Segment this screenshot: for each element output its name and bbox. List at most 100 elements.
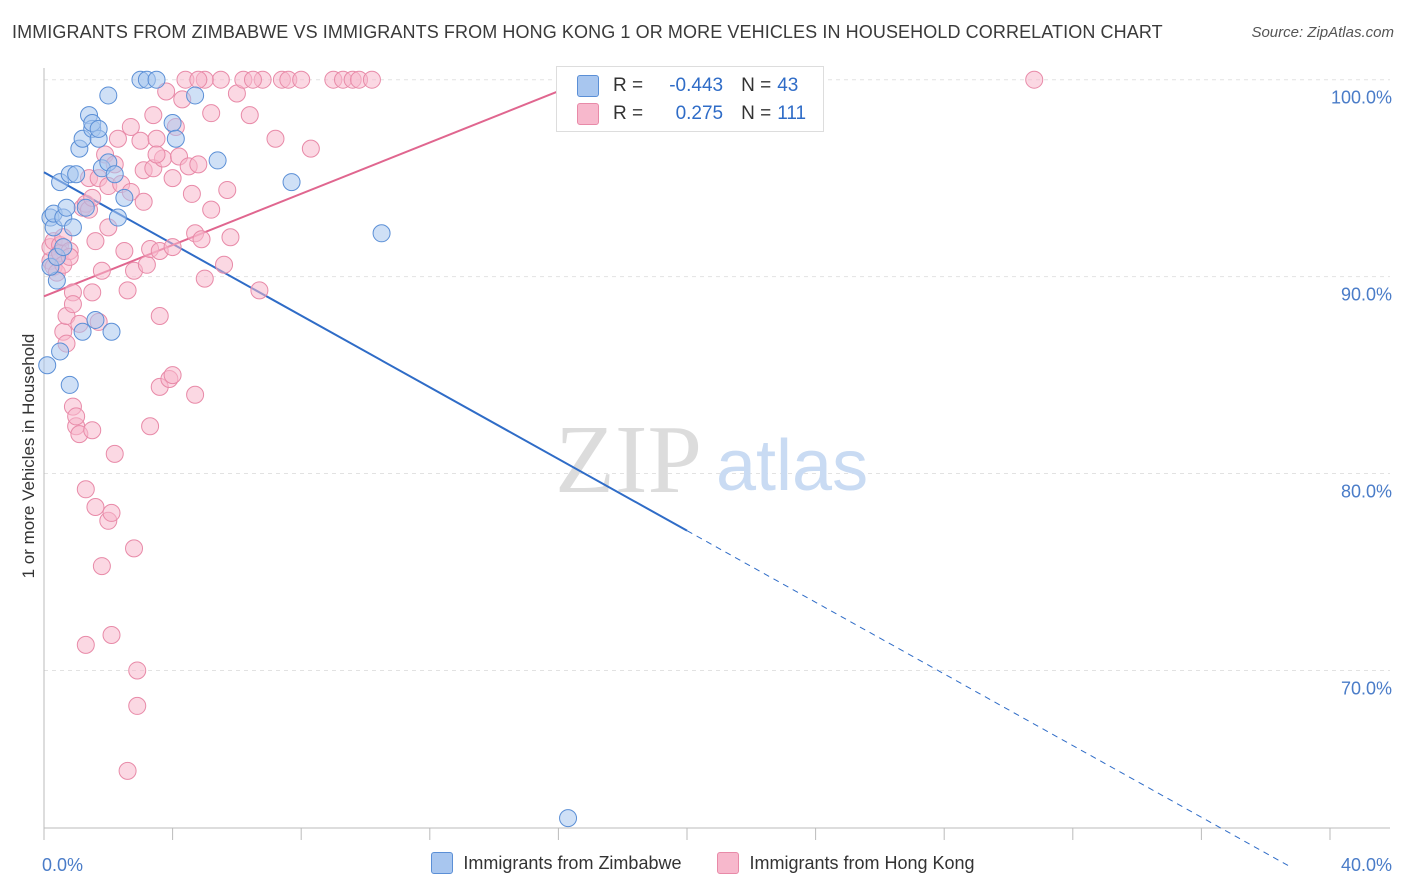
point-hongkong [163,169,182,188]
y-tick-label: 100.0% [1331,88,1392,108]
point-zimbabwe [54,238,73,257]
point-hongkong [121,117,140,136]
point-hongkong [128,696,147,715]
y-tick-label: 70.0% [1341,678,1392,698]
point-hongkong [243,70,262,89]
point-hongkong [202,104,221,123]
point-zimbabwe [60,375,79,394]
y-tick-label: 80.0% [1341,482,1392,502]
r-value: 0.275 [675,103,724,124]
point-zimbabwe [102,322,121,341]
point-zimbabwe [147,70,166,89]
point-hongkong [102,626,121,645]
point-zimbabwe [63,218,82,237]
tick-labels: 100.0% 90.0% 80.0% 70.0% 0.0% 40.0% [42,88,1392,875]
point-hongkong [189,155,208,174]
point-hongkong [67,407,86,426]
point-zimbabwe [51,342,70,361]
y-axis-label: 1 or more Vehicles in Household [19,334,38,579]
trend-lines [43,78,1292,868]
point-hongkong [92,557,111,576]
point-hongkong [76,635,95,654]
point-hongkong [125,539,144,558]
point-zimbabwe [67,165,86,184]
point-zimbabwe [115,188,134,207]
point-zimbabwe [166,129,185,148]
n-value: 111 [777,103,807,124]
point-hongkong [189,70,208,89]
point-hongkong [147,145,166,164]
chart-source: Source: ZipAtlas.com [1251,24,1394,41]
point-hongkong [218,180,237,199]
point-hongkong [83,283,102,302]
point-hongkong [362,70,381,89]
point-hongkong [182,184,201,203]
point-hongkong [86,232,105,251]
point-zimbabwe [76,198,95,217]
data-points [38,70,1044,828]
point-hongkong [202,200,221,219]
n-label: N = [741,75,772,96]
point-hongkong [192,230,211,249]
point-hongkong [292,70,311,89]
point-hongkong [186,385,205,404]
point-zimbabwe [208,151,227,170]
bottom-legend: Immigrants from Zimbabwe Immigrants from… [0,852,1406,874]
point-hongkong [163,366,182,385]
point-zimbabwe [73,322,92,341]
legend-item-zimbabwe[interactable]: Immigrants from Zimbabwe [431,852,681,874]
legend-swatch-hongkong [577,103,599,125]
legend-row-zimbabwe: R = -0.443 N = 43 [577,73,798,99]
point-hongkong [1025,70,1044,89]
x-tick-label: 40.0% [1341,855,1392,875]
point-zimbabwe [89,119,108,138]
point-zimbabwe [105,165,124,184]
legend-row-hongkong: R = 0.275 N = 111 [577,101,806,127]
point-zimbabwe [559,809,578,828]
point-hongkong [147,129,166,148]
r-label: R = [613,75,644,96]
trend-line-zimbabwe [43,171,688,532]
point-hongkong [137,255,156,274]
r-value: -0.443 [669,75,724,96]
point-hongkong [102,503,121,522]
point-hongkong [92,261,111,280]
point-hongkong [118,281,137,300]
point-zimbabwe [57,198,76,217]
point-hongkong [144,106,163,125]
point-hongkong [83,421,102,440]
legend-item-hongkong[interactable]: Immigrants from Hong Kong [717,852,975,874]
point-hongkong [195,269,214,288]
point-zimbabwe [86,310,105,329]
trend-line-zimbabwe-extension [686,530,1292,868]
point-hongkong [86,498,105,517]
point-hongkong [157,82,176,101]
point-hongkong [134,192,153,211]
point-zimbabwe [282,173,301,192]
point-hongkong [163,238,182,257]
point-hongkong [115,242,134,261]
point-hongkong [63,295,82,314]
point-zimbabwe [163,114,182,133]
point-hongkong [150,307,169,325]
watermark-zip: ZIP [555,406,702,514]
point-hongkong [211,70,230,89]
point-hongkong [266,129,285,148]
watermark-atlas: atlas [716,426,868,506]
chart-title: IMMIGRANTS FROM ZIMBABWE VS IMMIGRANTS F… [12,22,1163,42]
legend-label-hongkong: Immigrants from Hong Kong [749,852,975,873]
point-hongkong [118,761,137,780]
r-label: R = [613,103,644,124]
axes [43,68,1390,840]
n-value: 43 [777,75,799,96]
point-hongkong [128,661,147,680]
point-hongkong [131,131,150,150]
point-zimbabwe [186,86,205,105]
point-zimbabwe [99,86,118,105]
point-zimbabwe [108,208,127,227]
point-hongkong [240,106,259,125]
trend-line-hongkong [43,78,588,298]
point-zimbabwe [38,356,57,375]
n-label: N = [741,103,772,124]
